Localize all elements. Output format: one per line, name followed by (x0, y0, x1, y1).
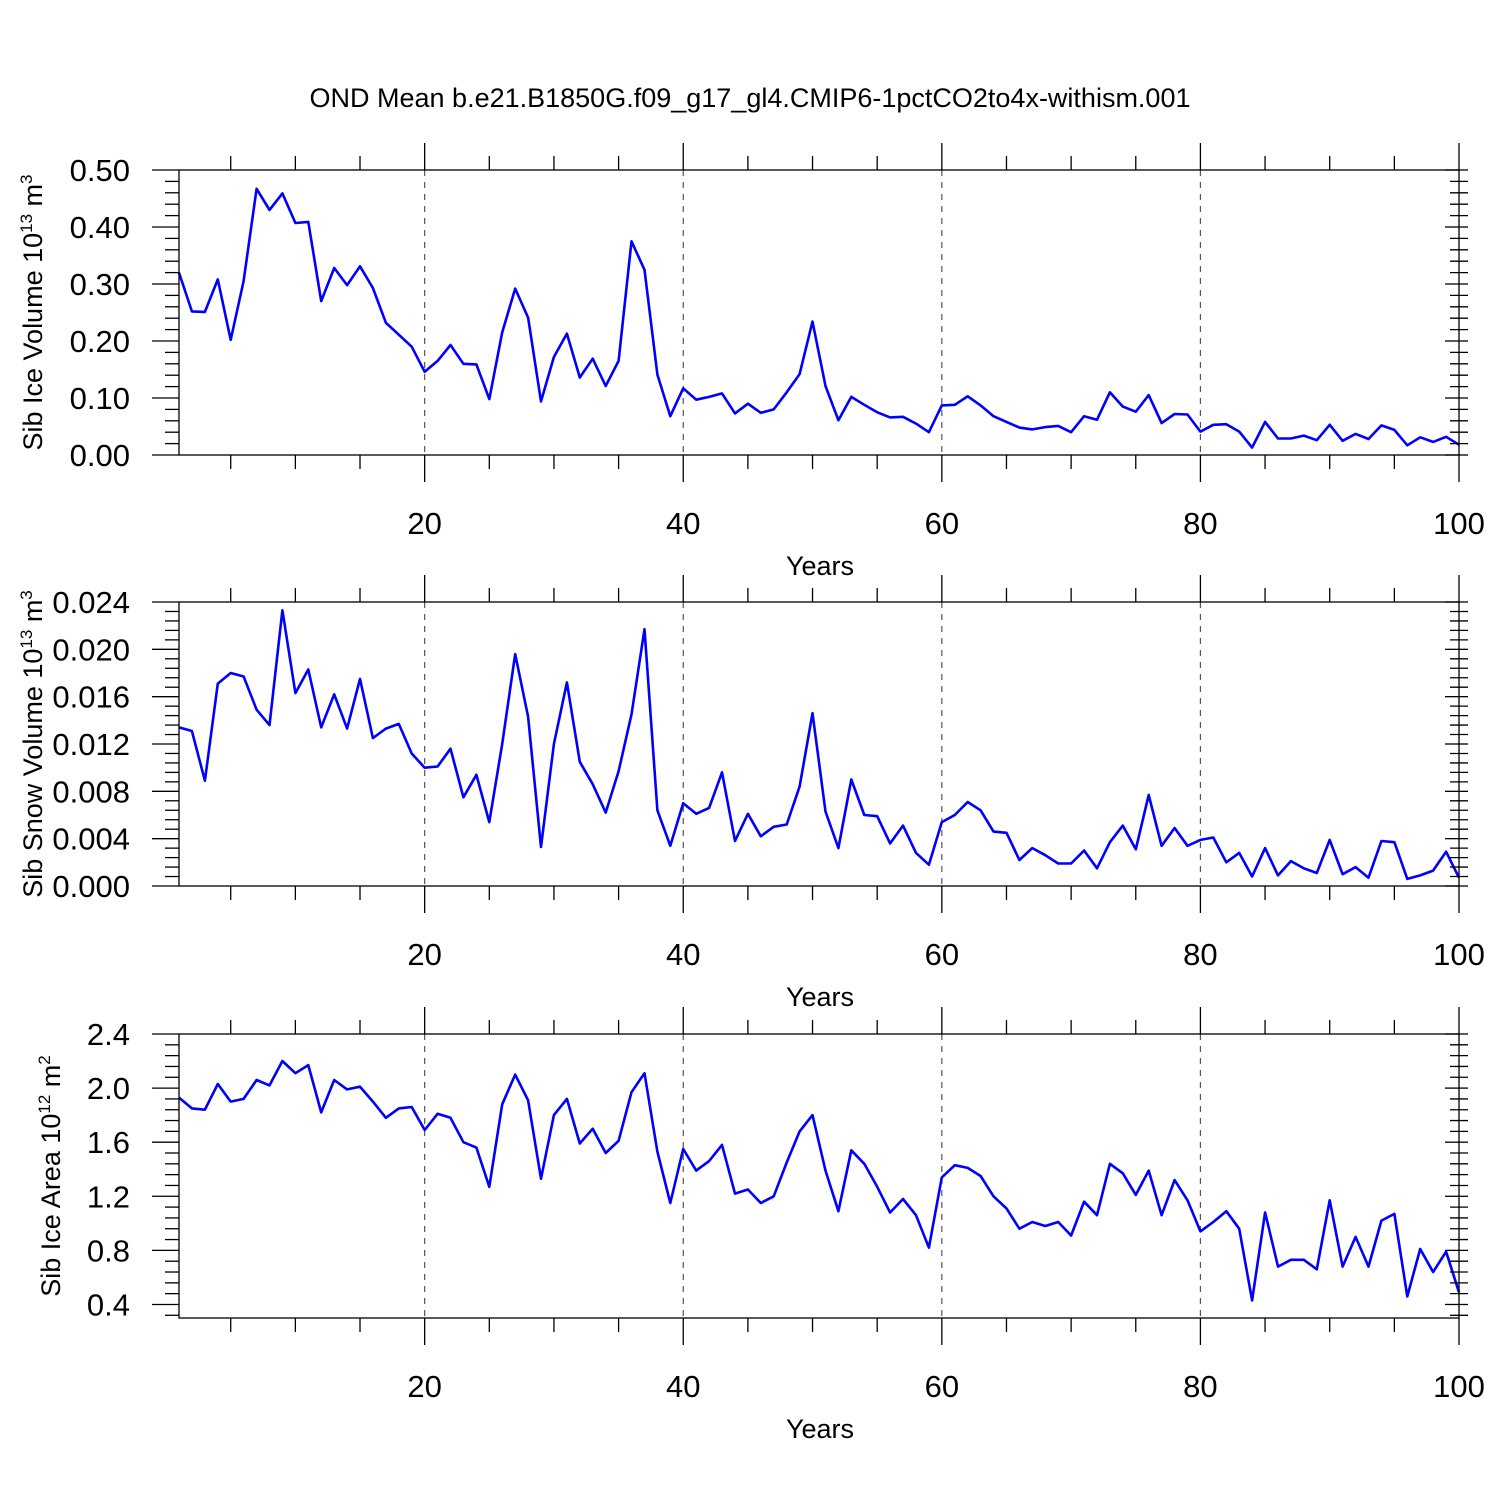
y-tick-label: 0.20 (70, 324, 130, 359)
y-tick-label: 0.30 (70, 267, 130, 302)
y-tick-label: 0.024 (52, 585, 130, 620)
x-tick-label: 40 (666, 937, 700, 972)
y-tick-label: 0.50 (70, 153, 130, 188)
plot-frame (178, 601, 1460, 887)
x-tick-label: 40 (666, 506, 700, 541)
series-line-sib-ice-volume (177, 187, 1460, 449)
plot-frame (178, 1033, 1460, 1319)
x-tick-label: 100 (1433, 1369, 1485, 1404)
x-axis-label: Years (786, 551, 854, 581)
x-tick-label: 80 (1183, 937, 1217, 972)
y-tick-label: 0.8 (87, 1233, 130, 1268)
panel-1: 0.00 0.10 0.20 0.30 0.40 0.50 20 40 60 80 100 Years… (17, 143, 1485, 581)
panel-2: 0.000 0.004 0.008 0.012 0.016 0.020 0.024 20 40 6… (17, 575, 1485, 1012)
y-tick-label: 0.00 (70, 438, 130, 473)
y-axis-label: Sib Ice Volume 1013 m3 (17, 174, 48, 450)
y-tick-label: 0.4 (87, 1287, 130, 1322)
x-tick-label: 60 (925, 1369, 959, 1404)
x-tick-label: 20 (407, 937, 441, 972)
chart-panels: 0.00 0.10 0.20 0.30 0.40 0.50 20 40 60 80 100 Years… (17, 143, 1485, 1444)
x-tick-label: 40 (666, 1369, 700, 1404)
y-tick-label: 0.004 (52, 822, 130, 857)
x-tick-label: 80 (1183, 506, 1217, 541)
y-tick-label: 0.008 (52, 774, 130, 809)
x-tick-label: 100 (1433, 506, 1485, 541)
x-tick-label: 100 (1433, 937, 1485, 972)
y-axis-label: Sib Snow Volume 1013 m3 (17, 590, 48, 898)
y-tick-label: 1.2 (87, 1179, 130, 1214)
y-tick-label: 2.0 (87, 1071, 130, 1106)
y-tick-label: 2.4 (87, 1017, 130, 1052)
panel-3: 0.4 0.8 1.2 1.6 2.0 2.4 20 40 60 80 100 Years Sib Ic… (35, 1007, 1485, 1444)
x-tick-label: 60 (925, 506, 959, 541)
y-tick-label: 0.020 (52, 632, 130, 667)
x-tick-label: 80 (1183, 1369, 1217, 1404)
y-tick-label: 0.012 (52, 727, 130, 762)
series-line-sib-snow-volume (178, 608, 1461, 881)
x-tick-label: 60 (925, 937, 959, 972)
y-tick-label: 0.10 (70, 381, 130, 416)
series-line-sib-ice-area (178, 1059, 1461, 1302)
figure-title: OND Mean b.e21.B1850G.f09_g17_gl4.CMIP6-… (310, 83, 1191, 113)
x-axis-label: Years (786, 1414, 854, 1444)
y-tick-label: 1.6 (87, 1125, 130, 1160)
x-axis-label: Years (786, 982, 854, 1012)
y-tick-label: 0.40 (70, 210, 130, 245)
y-tick-label: 0.000 (52, 869, 130, 904)
x-tick-label: 20 (407, 1369, 441, 1404)
y-tick-label: 0.016 (52, 680, 130, 715)
plot-frame (178, 169, 1460, 456)
x-tick-label: 20 (407, 506, 441, 541)
y-axis-label: Sib Ice Area 1012 m2 (35, 1055, 66, 1297)
